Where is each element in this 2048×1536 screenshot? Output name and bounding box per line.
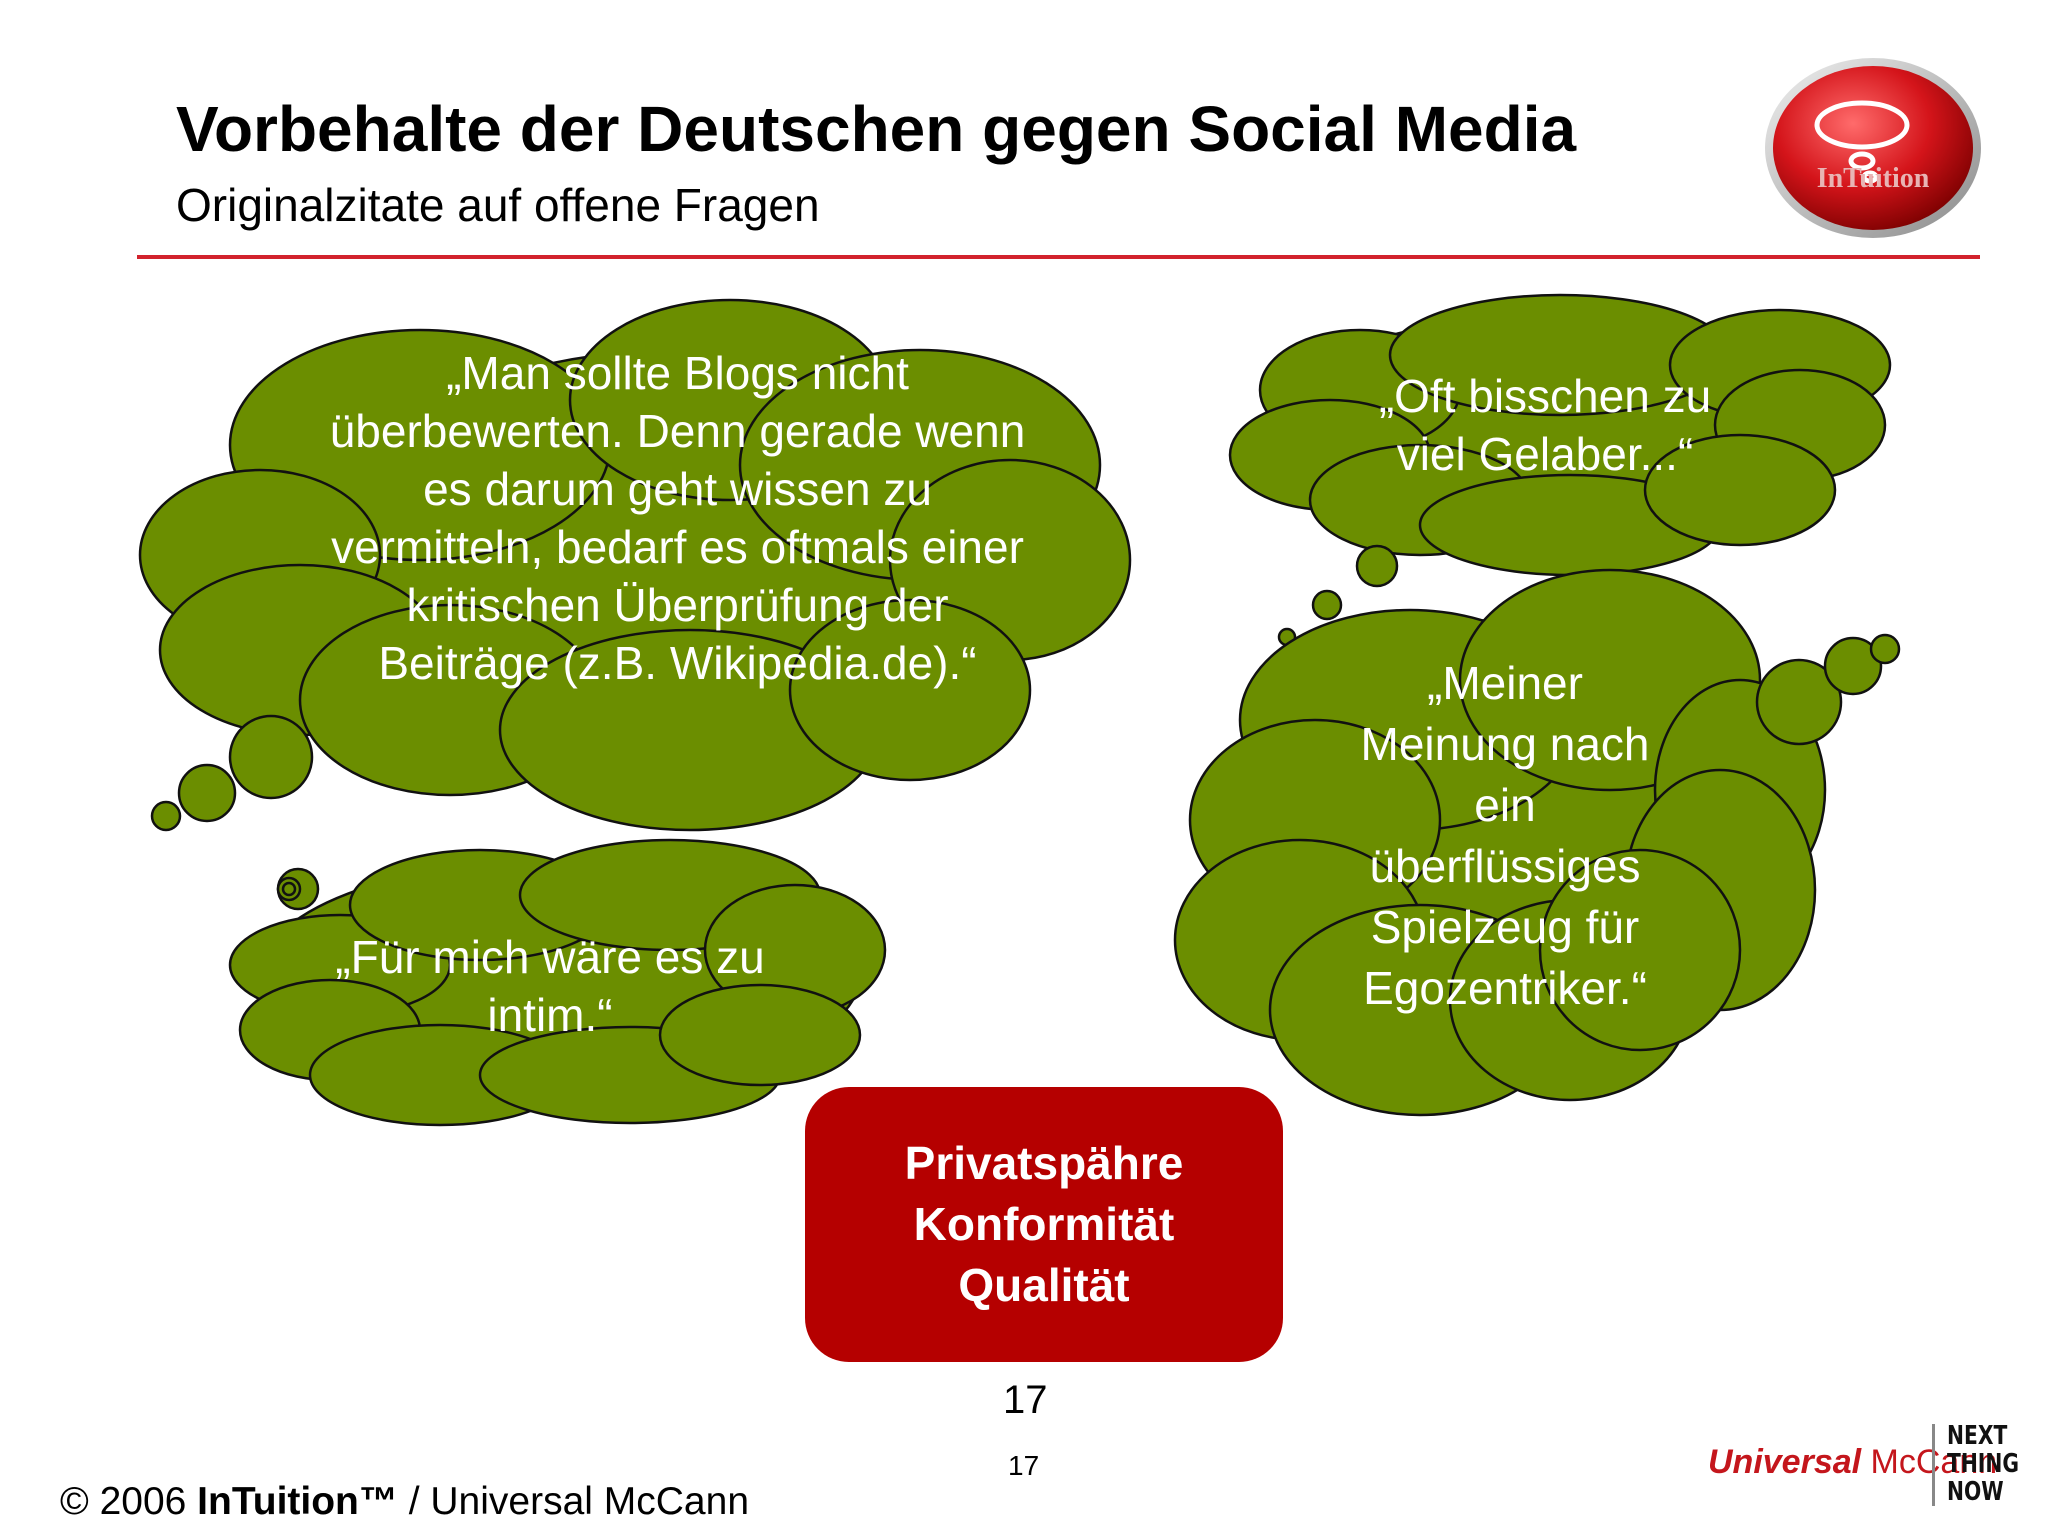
summary-privatsphaere: Privatspähre [904, 1137, 1184, 1189]
ntn-line-1: NEXT [1947, 1421, 2008, 1451]
svg-text:InTuition: InTuition [1817, 163, 1930, 194]
summary-qualitaet: Qualität [958, 1259, 1130, 1311]
quote-blogs: „Man sollte Blogs nicht überbewerten. De… [329, 347, 1026, 689]
slide-title: Vorbehalte der Deutschen gegen Social Me… [176, 93, 1577, 165]
next-thing-now-logo: NEXT THING NOW [1947, 1422, 2019, 1506]
cloud-1-bubble-small [150, 800, 182, 832]
page-number-small: 17 [1008, 1450, 1040, 1481]
cloud-4-bubble-medium [1823, 636, 1883, 696]
logo-divider [1932, 1424, 1935, 1506]
summary-box: Privatspähre Konformität Qualität [805, 1087, 1283, 1362]
cloud-2-bubble-large [1355, 544, 1399, 588]
cloud-1-bubble-large [228, 714, 314, 800]
intuition-logo: InTuition [1765, 58, 1981, 238]
quote-intim: „Für mich wäre es zu intim.“ [335, 931, 765, 1041]
summary-konformitaet: Konformität [913, 1198, 1175, 1250]
thought-cloud-1 [138, 298, 1132, 832]
cloud-1-bubble-medium [177, 763, 237, 823]
slide-subtitle: Originalzitate auf offene Fragen [176, 179, 820, 231]
cloud-4-bubble-small [1869, 633, 1901, 665]
copyright-notice: © 2006 InTuition™ / Universal McCann [60, 1480, 749, 1524]
page-number: 17 [1003, 1378, 1048, 1422]
ntn-line-2: THING [1947, 1449, 2019, 1479]
copyright-brand: InTuition™ [197, 1480, 398, 1523]
thought-cloud-4 [1173, 568, 1827, 1117]
cloud-3-bubble-small [281, 881, 297, 897]
thought-cloud-3 [228, 838, 887, 1127]
quote-spielzeug: „Meiner Meinung nach ein überflüssiges S… [1360, 657, 1650, 1014]
ntn-line-3: NOW [1947, 1477, 2004, 1507]
cloud-2-bubble-medium [1311, 589, 1343, 621]
thought-bubble-icon [1814, 100, 1910, 184]
copyright-prefix: © 2006 [60, 1480, 198, 1523]
um-universal: Universal [1708, 1443, 1862, 1481]
title-divider [137, 255, 1980, 259]
copyright-suffix: / Universal McCann [397, 1480, 750, 1523]
thought-cloud-2 [1228, 293, 1892, 577]
cloud-4-bubble-large [1755, 658, 1843, 746]
quote-gelaber: „Oft bisschen zu viel Gelaber...“ [1378, 370, 1712, 480]
